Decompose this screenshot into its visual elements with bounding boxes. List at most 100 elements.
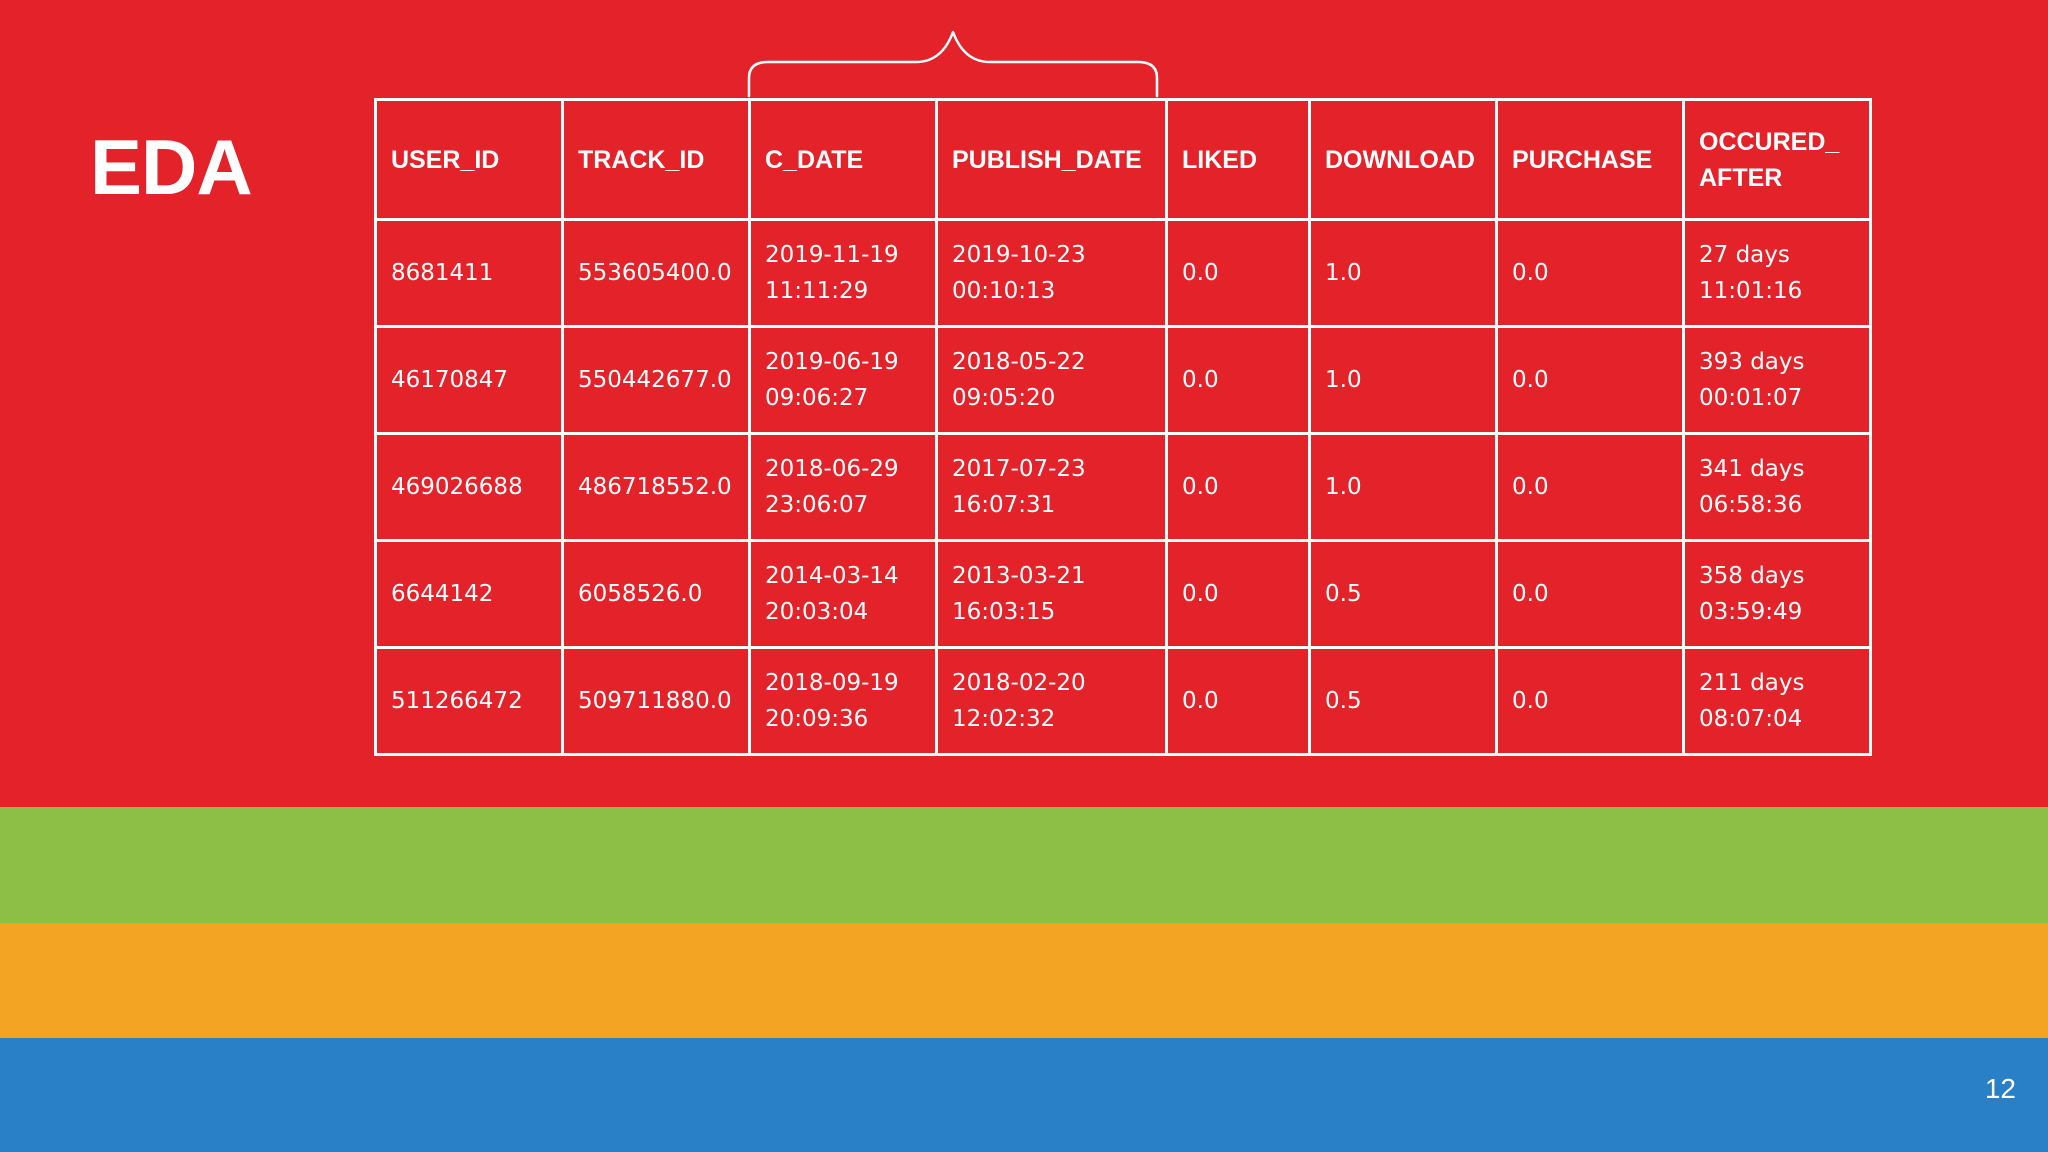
- table-cell-value: 2018-09-19: [765, 670, 899, 696]
- table-cell: 0.0: [1495, 325, 1685, 435]
- table-cell: 0.0: [1495, 218, 1685, 328]
- table-cell-value: 0.0: [1182, 474, 1219, 500]
- table-cell-value: 0.0: [1182, 581, 1219, 607]
- table-cell: 550442677.0: [561, 325, 751, 435]
- table-row: 511266472 509711880.0 2018-09-19 20:09:36 20…: [374, 646, 1872, 756]
- table-cell-value: 0.0: [1512, 581, 1549, 607]
- table-cell-value: 11:01:16: [1699, 278, 1803, 304]
- table-cell: 486718552.0: [561, 432, 751, 542]
- table-cell: 1.0: [1308, 325, 1498, 435]
- column-header: OCCURED_ AFTER: [1682, 98, 1872, 221]
- table-cell: 2018-05-22 09:05:20: [935, 325, 1168, 435]
- table-row: 469026688 486718552.0 2018-06-29 23:06:07 20…: [374, 432, 1872, 542]
- table-cell-value: 393 days: [1699, 349, 1805, 375]
- table-cell-value: 486718552.0: [578, 474, 732, 500]
- table-cell-value: 2017-07-23: [952, 456, 1086, 482]
- column-header: PURCHASE: [1495, 98, 1685, 221]
- table-cell: 469026688: [374, 432, 564, 542]
- column-header: TRACK_ID: [561, 98, 751, 221]
- green-stripe: [0, 807, 2048, 923]
- column-header-label: LIKED: [1182, 145, 1257, 174]
- table-cell-value: 341 days: [1699, 456, 1805, 482]
- table-cell-value: 6058526.0: [578, 581, 703, 607]
- table-cell-value: 27 days: [1699, 242, 1790, 268]
- table-cell: 553605400.0: [561, 218, 751, 328]
- table-cell-value: 509711880.0: [578, 688, 732, 714]
- table-cell: 2014-03-14 20:03:04: [748, 539, 938, 649]
- table-cell: 0.5: [1308, 539, 1498, 649]
- slide-title: EDA: [90, 123, 253, 211]
- table-cell-value: 0.0: [1512, 367, 1549, 393]
- table-cell-value: 0.0: [1182, 688, 1219, 714]
- table-cell: 0.0: [1165, 432, 1311, 542]
- table-cell-value: 358 days: [1699, 563, 1805, 589]
- column-header-label: AFTER: [1699, 163, 1783, 192]
- table-cell: 0.0: [1165, 539, 1311, 649]
- column-header: C_DATE: [748, 98, 938, 221]
- column-header-label: OCCURED_: [1699, 127, 1840, 156]
- table-cell-value: 03:59:49: [1699, 599, 1803, 625]
- blue-stripe: [0, 1038, 2048, 1152]
- page-number: 12: [1984, 1073, 2016, 1104]
- table-cell-value: 23:06:07: [765, 492, 869, 518]
- table-cell-value: 00:10:13: [952, 278, 1056, 304]
- table-cell: 6058526.0: [561, 539, 751, 649]
- data-table: USER_ID TRACK_ID C_DATE PUBLISH_DATE LIKED DO…: [374, 98, 1872, 756]
- table-row: 46170847 550442677.0 2019-06-19 09:06:27 201…: [374, 325, 1872, 435]
- table-cell-value: 550442677.0: [578, 367, 732, 393]
- table-cell-value: 09:06:27: [765, 385, 869, 411]
- column-header-label: PURCHASE: [1512, 145, 1653, 174]
- curly-brace-icon: [747, 30, 1159, 98]
- table-cell: 0.0: [1495, 432, 1685, 542]
- table-cell-value: 1.0: [1325, 260, 1362, 286]
- table-cell: 27 days 11:01:16: [1682, 218, 1872, 328]
- table-cell-value: 12:02:32: [952, 706, 1056, 732]
- table-cell-value: 0.0: [1182, 367, 1219, 393]
- table-cell-value: 08:07:04: [1699, 706, 1803, 732]
- table-row: 6644142 6058526.0 2014-03-14 20:03:04 2013-0…: [374, 539, 1872, 649]
- table-cell-value: 0.5: [1325, 581, 1362, 607]
- table-cell-value: 20:09:36: [765, 706, 869, 732]
- table-cell-value: 2019-06-19: [765, 349, 899, 375]
- table-cell-value: 553605400.0: [578, 260, 732, 286]
- table-cell-value: 11:11:29: [765, 278, 869, 304]
- table-cell-value: 0.0: [1512, 474, 1549, 500]
- table-cell: 0.0: [1165, 325, 1311, 435]
- table-cell-value: 469026688: [391, 474, 523, 500]
- table-cell: 2018-06-29 23:06:07: [748, 432, 938, 542]
- column-header-label: C_DATE: [765, 145, 864, 174]
- table-cell: 0.0: [1495, 646, 1685, 756]
- table-cell: 6644142: [374, 539, 564, 649]
- table-cell-value: 09:05:20: [952, 385, 1056, 411]
- table-cell-value: 2018-05-22: [952, 349, 1086, 375]
- table-cell-value: 06:58:36: [1699, 492, 1803, 518]
- table-cell: 0.0: [1165, 218, 1311, 328]
- table-cell: 0.5: [1308, 646, 1498, 756]
- table-cell: 8681411: [374, 218, 564, 328]
- table-cell: 2019-11-19 11:11:29: [748, 218, 938, 328]
- table-cell: 2017-07-23 16:07:31: [935, 432, 1168, 542]
- column-header: PUBLISH_DATE: [935, 98, 1168, 221]
- table-cell-value: 1.0: [1325, 474, 1362, 500]
- column-header-label: DOWNLOAD: [1325, 145, 1475, 174]
- table-cell-value: 16:03:15: [952, 599, 1056, 625]
- header-row: USER_ID TRACK_ID C_DATE PUBLISH_DATE LIKED DO…: [374, 98, 1872, 221]
- table-body: 8681411 553605400.0 2019-11-19 11:11:29 2019…: [374, 218, 1872, 756]
- table-cell-value: 0.0: [1512, 688, 1549, 714]
- table-row: 8681411 553605400.0 2019-11-19 11:11:29 2019…: [374, 218, 1872, 328]
- table-cell-value: 0.5: [1325, 688, 1362, 714]
- table-cell: 393 days 00:01:07: [1682, 325, 1872, 435]
- table-cell-value: 0.0: [1182, 260, 1219, 286]
- column-header-label: TRACK_ID: [578, 145, 705, 174]
- table-cell: 2019-06-19 09:06:27: [748, 325, 938, 435]
- table-cell-value: 2019-10-23: [952, 242, 1086, 268]
- table-cell-value: 20:03:04: [765, 599, 869, 625]
- table-cell: 46170847: [374, 325, 564, 435]
- table-cell-value: 1.0: [1325, 367, 1362, 393]
- table-cell: 0.0: [1165, 646, 1311, 756]
- table-cell-value: 2018-02-20: [952, 670, 1086, 696]
- column-header: LIKED: [1165, 98, 1311, 221]
- table-cell: 511266472: [374, 646, 564, 756]
- table-cell-value: 8681411: [391, 260, 494, 286]
- table-cell-value: 2014-03-14: [765, 563, 899, 589]
